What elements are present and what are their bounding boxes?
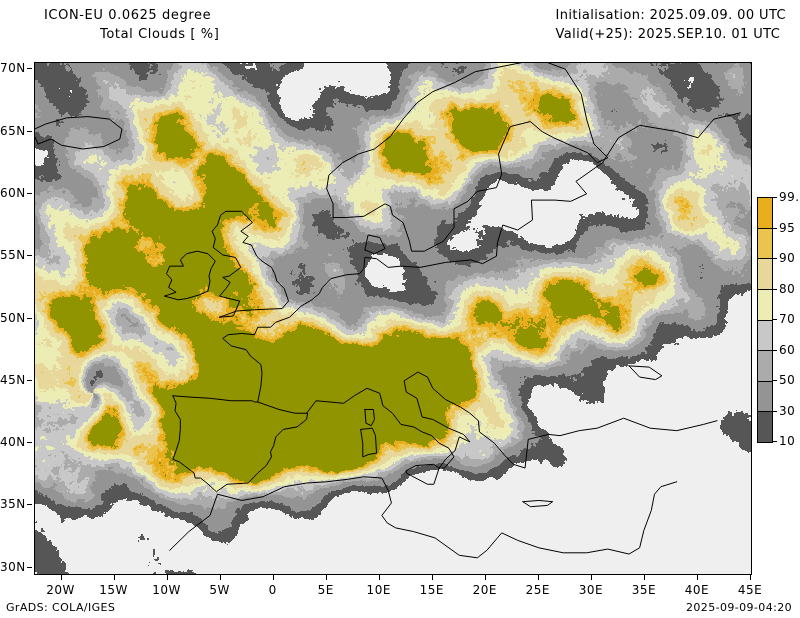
colorbar-tick <box>773 380 777 381</box>
y-axis-tick <box>27 130 32 132</box>
x-axis-tick <box>378 575 380 580</box>
y-axis-label: 55N <box>0 248 26 263</box>
colorbar-label: 10 <box>779 434 796 448</box>
y-axis-label: 40N <box>0 435 26 450</box>
x-axis-tick <box>219 575 221 580</box>
colorbar-label: 99.5 <box>779 190 800 204</box>
colorbar-band <box>758 381 772 413</box>
colorbar-label: 30 <box>779 403 796 418</box>
x-axis-label: 35E <box>631 583 657 597</box>
x-axis-tick <box>272 575 274 580</box>
x-axis-label: 40E <box>684 583 710 597</box>
x-axis-label: 5E <box>317 583 334 597</box>
x-axis-tick <box>590 575 592 580</box>
x-axis-tick <box>643 575 645 580</box>
x-axis-tick <box>166 575 168 580</box>
y-axis-label: 35N <box>0 497 26 512</box>
colorbar-band <box>758 259 772 290</box>
colorbar-band <box>758 412 772 442</box>
colorbar-tick <box>773 227 777 229</box>
x-axis-tick <box>113 575 115 580</box>
colorbar-label: 80 <box>779 281 796 296</box>
colorbar-label: 95 <box>779 220 796 235</box>
y-axis-tick <box>27 317 32 319</box>
x-axis-label: 45E <box>737 583 763 597</box>
y-axis-label: 60N <box>0 185 26 200</box>
render-timestamp-label: 2025-09-09-04:20 <box>686 601 792 614</box>
colorbar-band <box>758 228 772 260</box>
x-axis-tick <box>484 575 486 580</box>
colorbar-tick <box>773 288 777 290</box>
valid-time-label: Valid(+25): 2025.SEP.10. 01 UTC <box>555 27 781 42</box>
x-axis-tick <box>537 575 539 580</box>
colorbar-label: 50 <box>779 373 796 387</box>
x-axis-label: 15E <box>419 583 444 597</box>
grads-credit-label: GrADS: COLA/IGES <box>6 601 116 614</box>
y-axis-tick <box>27 442 32 444</box>
x-axis-tick <box>325 575 327 580</box>
colorbar-band <box>758 198 772 229</box>
colorbar <box>757 197 773 443</box>
header-run-info-block: Initialisation: 2025.09.09. 00 UTC Valid… <box>556 6 786 44</box>
model-name-label: ICON-EU 0.0625 degree <box>44 8 212 23</box>
x-axis-label: 20E <box>472 583 497 597</box>
map-plot-area <box>34 62 752 575</box>
colorbar-band <box>758 351 772 382</box>
colorbar-tick <box>773 319 777 320</box>
colorbar-tick <box>773 410 777 412</box>
x-axis-label: 20W <box>46 583 75 597</box>
x-axis-tick <box>696 575 698 580</box>
y-axis-label: 70N <box>0 61 26 76</box>
x-axis-tick <box>60 575 62 580</box>
colorbar-label: 90 <box>779 251 796 265</box>
colorbar-tick <box>773 197 777 198</box>
y-axis-tick <box>27 255 32 257</box>
colorbar-tick <box>773 349 777 351</box>
y-axis-tick <box>27 504 32 506</box>
colorbar-band <box>758 320 772 352</box>
y-axis-tick <box>27 566 32 568</box>
y-axis-label: 65N <box>0 123 26 138</box>
header-title-block: ICON-EU 0.0625 degree Total Clouds [ %] <box>44 6 219 44</box>
y-axis-tick <box>27 68 32 70</box>
x-axis-label: 10E <box>366 583 391 597</box>
cloud-cover-heatmap <box>35 63 751 574</box>
x-axis-tick <box>431 575 433 580</box>
x-axis-label: 0 <box>268 583 277 597</box>
y-axis-tick <box>27 192 32 194</box>
y-axis-label: 30N <box>0 559 26 574</box>
y-axis-label: 45N <box>0 372 26 387</box>
x-axis-label: 15W <box>99 583 128 597</box>
y-axis-tick <box>27 379 32 381</box>
x-axis-label: 10W <box>152 583 181 597</box>
colorbar-label: 60 <box>779 342 796 357</box>
colorbar-band <box>758 289 772 321</box>
initialisation-label: Initialisation: 2025.09.09. 00 UTC <box>555 8 786 23</box>
variable-name-label: Total Clouds [ %] <box>100 27 220 42</box>
x-axis-label: 5W <box>209 583 230 597</box>
colorbar-tick <box>773 258 777 259</box>
x-axis-label: 25E <box>525 583 551 597</box>
colorbar-tick <box>773 441 777 442</box>
y-axis-label: 50N <box>0 310 26 325</box>
x-axis-tick <box>750 575 751 580</box>
x-axis-label: 30E <box>578 583 604 597</box>
colorbar-label: 70 <box>779 312 796 326</box>
